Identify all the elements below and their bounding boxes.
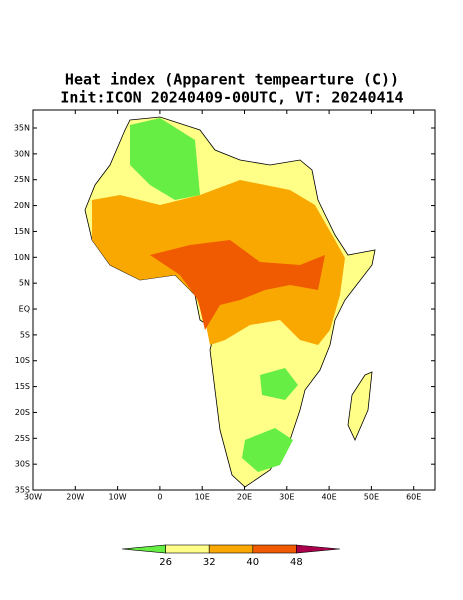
lon-label: 30W [24,493,42,502]
colorbar-label: 48 [290,557,303,568]
colorbar-box [165,544,210,554]
lat-label: 10N [14,253,30,262]
lon-label: 20E [237,493,252,502]
cool-region [130,118,200,200]
lon-label: 10E [195,493,210,502]
colorbar-label: 26 [159,557,172,568]
map-frame [32,109,436,491]
lat-label: 35S [15,486,30,495]
land [347,371,373,441]
lon-label: 50E [364,493,379,502]
lon-label: 60E [406,493,421,502]
lat-label: EQ [19,305,30,314]
title-line: Heat index (Apparent tempearture (C)) [65,71,399,89]
cool-region [242,428,293,472]
lon-label: 30E [279,493,294,502]
lat-label: 25N [14,175,30,184]
lat-label: 25S [15,434,30,443]
very-hot-region [150,240,325,330]
title-line: Init:ICON 20240409-00UTC, VT: 20240414 [60,89,403,107]
lon-label: 0 [157,493,162,502]
lat-label: 15S [15,382,30,391]
lat-label: 20N [14,201,30,210]
lat-label: 20S [15,408,30,417]
lat-label: 35N [14,124,30,133]
cool-region [260,368,298,400]
lat-label: 5S [20,330,30,339]
colorbar-end [296,544,341,554]
colorbar-label: 32 [203,557,216,568]
lat-label: 10S [15,356,30,365]
africa [84,116,376,488]
colorbar-box [252,544,297,554]
lat-label: 30S [15,460,30,469]
colorbar-label: 40 [246,557,259,568]
lon-label: 10W [109,493,127,502]
lat-label: 5N [19,279,30,288]
colorbar-box [208,544,254,554]
lat-label: 15N [14,227,30,236]
lat-label: 30N [14,149,30,158]
lon-label: 40E [321,493,336,502]
lon-label: 20W [66,493,84,502]
